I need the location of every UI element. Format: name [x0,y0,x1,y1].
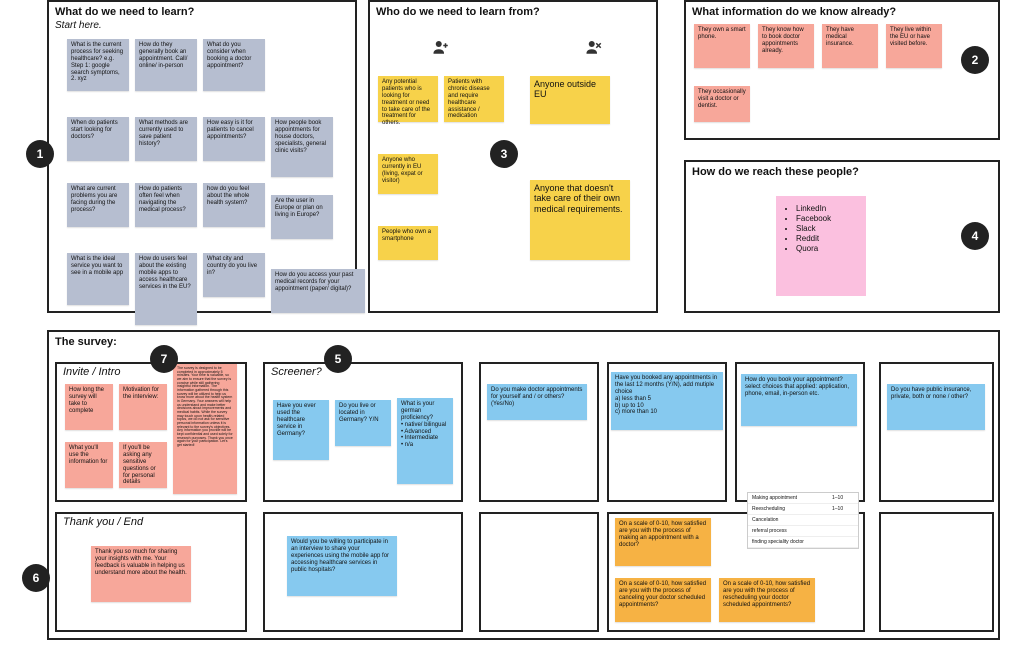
panel-invite: Invite / Intro How long the survey will … [55,362,247,502]
sticky-note[interactable]: They have medical insurance. [822,24,878,68]
sticky-note[interactable]: Motivation for the interview: [119,384,167,430]
sticky-note[interactable]: Thank you so much for sharing your insig… [91,546,191,602]
panel-reach-title: How do we reach these people? [686,162,998,180]
panel-reach: How do we reach these people? LinkedInFa… [684,160,1000,313]
panel-learn-subtitle: Start here. [49,20,355,33]
reach-item: LinkedIn [796,204,860,213]
badge-6: 6 [22,564,50,592]
badge-7: 7 [150,345,178,373]
badge-3: 3 [490,140,518,168]
sticky-note[interactable]: What methods are currently used to save … [135,117,197,161]
sticky-note[interactable]: How easy is it for patients to cancel ap… [203,117,265,161]
sticky-note[interactable]: People who own a smartphone [378,226,438,260]
panel-learn-title: What do we need to learn? [49,2,355,20]
reach-item: Reddit [796,234,860,243]
sticky-note[interactable]: How do they generally book an appointmen… [135,39,197,91]
sticky-note[interactable]: How do you access your past medical reco… [271,269,365,313]
sticky-note[interactable]: They occasionally visit a doctor or dent… [694,86,750,122]
thankyou-label: Thank you / End [63,516,143,528]
sticky-note[interactable]: Anyone that doesn't take care of their o… [530,180,630,260]
sticky-note[interactable]: On a scale of 0-10, how satisfied are yo… [615,578,711,622]
sticky-note[interactable]: What are current problems you are facing… [67,183,129,227]
sticky-note[interactable]: Do you live or located in Germany? Y/N [335,400,391,446]
panel-survey-title: The survey: [49,332,998,350]
panel-survey: The survey: Invite / Intro How long the … [47,330,1000,640]
sticky-note[interactable]: If you'll be asking any sensitive questi… [119,442,167,488]
panel-screener: Screener? Have you ever used the healthc… [263,362,463,502]
sticky-note[interactable]: Anyone outside EU [530,76,610,124]
badge-5: 5 [324,345,352,373]
badge-4: 4 [961,222,989,250]
sticky-note[interactable]: What is your german proficiency? • nativ… [397,398,453,484]
sticky-note[interactable]: How do you book your appointment? select… [741,374,857,426]
sticky-note[interactable]: What do you consider when booking a doct… [203,39,265,91]
reach-list: LinkedInFacebookSlackRedditQuora [782,204,860,253]
sticky-note[interactable]: Any potential patients who is looking fo… [378,76,438,122]
screener-notes: Have you ever used the healthcare servic… [265,364,461,484]
sticky-note[interactable]: Patients with chronic disease and requir… [444,76,504,122]
sticky-note[interactable]: How people book appointments for house d… [271,117,333,177]
research-board: What do we need to learn? Start here. Wh… [0,0,1024,645]
learn-notes: What is the current process for seeking … [49,33,355,313]
panel-who-title: Who do we need to learn from? [370,2,656,20]
scale-table: Making appointment1–10Reescheduling1–10C… [747,492,859,549]
invite-notes: How long the survey will take to complet… [57,364,245,484]
sticky-note[interactable]: Do you have public insurance, private, b… [887,384,985,430]
sticky-note[interactable]: What is the ideal service you want to se… [67,253,129,305]
sticky-note[interactable]: They own a smart phone. [694,24,750,68]
sticky-note[interactable]: how do you feel about the whole health s… [203,183,265,227]
sticky-note[interactable]: What is the current process for seeking … [67,39,129,91]
sticky-note[interactable]: What you'll use the information for [65,442,113,488]
reach-item: Quora [796,244,860,253]
sticky-note[interactable]: They live within the EU or have visited … [886,24,942,68]
panel-q1 [479,362,599,502]
sticky-note[interactable]: Have you booked any appointments in the … [611,372,723,430]
sticky-note[interactable]: Would you be willing to participate in a… [287,536,397,596]
sticky-note[interactable]: How do patients often feel when navigati… [135,183,197,227]
reach-card[interactable]: LinkedInFacebookSlackRedditQuora [776,196,866,296]
panel-known: What information do we know already? The… [684,0,1000,140]
known-notes: They own a smart phone.They know how to … [686,20,998,130]
sticky-note[interactable]: How do users feel about the existing mob… [135,253,197,325]
sticky-note[interactable]: How long the survey will take to complet… [65,384,113,430]
sticky-note[interactable]: Have you ever used the healthcare servic… [273,400,329,460]
sticky-note[interactable]: They know how to book doctor appointment… [758,24,814,68]
badge-2: 2 [961,46,989,74]
sticky-note[interactable]: What city and country do you live in? [203,253,265,297]
panel-learn: What do we need to learn? Start here. Wh… [47,0,357,313]
panel-known-title: What information do we know already? [686,2,998,20]
panel-empty2 [879,512,994,632]
reach-item: Slack [796,224,860,233]
reach-item: Facebook [796,214,860,223]
badge-1: 1 [26,140,54,168]
sticky-note[interactable]: Do you make doctor appointments for your… [487,384,587,420]
panel-q4 [879,362,994,502]
sticky-note[interactable]: On a scale of 0-10, how satisfied are yo… [719,578,815,622]
sticky-note[interactable]: Are the user in Europe or plan on living… [271,195,333,239]
sticky-note[interactable]: Anyone who currently in EU (living, expa… [378,154,438,194]
panel-empty1 [479,512,599,632]
sticky-note[interactable]: When do patients start looking for docto… [67,117,129,161]
sticky-note[interactable]: The survey is designed to be completed i… [173,364,237,494]
sticky-note[interactable]: On a scale of 0-10, how satisfied are yo… [615,518,711,566]
